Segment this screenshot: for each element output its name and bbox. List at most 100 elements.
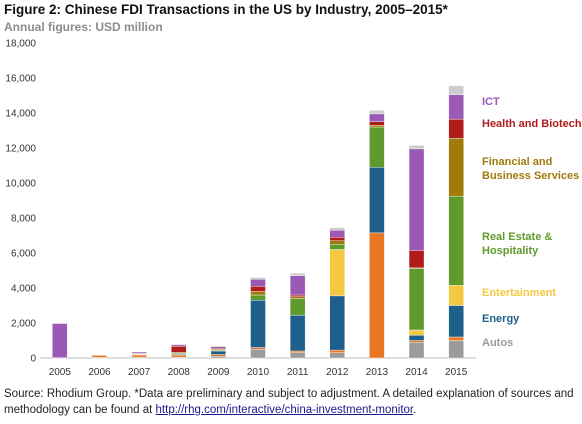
bar-segment-autos bbox=[250, 349, 266, 359]
bar-segment-misc bbox=[210, 345, 227, 347]
bar-segment-health bbox=[329, 237, 345, 241]
bar-segment-financial bbox=[250, 291, 266, 296]
bar-segment-other bbox=[250, 347, 266, 350]
legend-label-financial: Financial and Business Services bbox=[482, 156, 579, 182]
legend-label-line: Real Estate & bbox=[482, 231, 552, 243]
bar-segment-other bbox=[171, 354, 187, 358]
y-tick-label: 4,000 bbox=[11, 284, 36, 295]
bar-segment-misc bbox=[448, 85, 464, 95]
bar-segment-health bbox=[171, 346, 187, 353]
x-tick-label: 2013 bbox=[366, 367, 389, 378]
bar-segment-energy bbox=[408, 335, 425, 341]
bar-segment-health bbox=[408, 250, 425, 269]
x-tick-label: 2011 bbox=[287, 367, 309, 378]
bar-segment-energy bbox=[329, 295, 345, 351]
x-tick-label: 2010 bbox=[247, 367, 270, 378]
bar-segment-financial bbox=[369, 125, 385, 128]
bar-segment-entertainment bbox=[329, 249, 345, 297]
bar-segment-autos bbox=[210, 356, 227, 359]
legend-label-line: Financial and bbox=[482, 156, 552, 168]
x-tick-label: 2006 bbox=[88, 367, 111, 378]
bar-segment-health bbox=[289, 294, 306, 297]
x-tick-label: 2012 bbox=[326, 367, 349, 378]
bar-segment-ict bbox=[210, 346, 227, 349]
bar-segment-other bbox=[408, 340, 425, 343]
x-tick-label: 2015 bbox=[445, 367, 468, 378]
x-tick-label: 2008 bbox=[168, 367, 191, 378]
y-tick-label: 8,000 bbox=[11, 214, 36, 225]
bar-segment-ict bbox=[329, 230, 345, 238]
bar-segment-autos bbox=[448, 340, 464, 359]
bar-segment-energy bbox=[250, 300, 266, 348]
bar-segment-other bbox=[289, 350, 306, 353]
bar-segment-entertainment bbox=[448, 285, 464, 306]
legend-label-autos: Autos bbox=[482, 337, 513, 349]
bar-segment-realestate bbox=[448, 195, 464, 286]
legend-label-health: Health and Biotech bbox=[482, 118, 582, 130]
bar-segment-health bbox=[250, 286, 266, 292]
y-tick-label: 0 bbox=[30, 354, 36, 365]
x-tick-label: 2009 bbox=[207, 367, 230, 378]
legend-label-entertainment: Entertainment bbox=[482, 287, 556, 299]
chart-title: Figure 2: Chinese FDI Transactions in th… bbox=[4, 2, 448, 17]
bar-segment-energy bbox=[289, 314, 306, 352]
x-axis: 2005 2006 2007 2008 2009 2010 2011 2012 2013 2014… bbox=[40, 357, 476, 378]
bar-segment-health bbox=[369, 121, 385, 126]
bar-segment-other bbox=[91, 355, 108, 358]
bar-segment-ict bbox=[131, 351, 147, 354]
stacked-bar-chart: 0 2,000 4,000 6,000 8,000 10,000 12,000 14,000 1… bbox=[5, 39, 582, 379]
chart-subtitle: Annual figures: USD million bbox=[4, 20, 163, 34]
y-tick-label: 10,000 bbox=[5, 179, 36, 190]
x-tick-label: 2014 bbox=[405, 367, 428, 378]
bar-segment-health bbox=[448, 118, 464, 139]
bar-segment-energy bbox=[448, 305, 464, 338]
bar-segment-realestate bbox=[369, 126, 385, 168]
source-note: Source: Rhodium Group. *Data are prelimi… bbox=[4, 386, 578, 418]
x-tick-label: 2007 bbox=[128, 367, 151, 378]
bar-segment-financial bbox=[448, 138, 464, 197]
bar-segment-misc bbox=[171, 343, 187, 346]
bar-segment-ict bbox=[250, 279, 266, 287]
bar-segment-ict bbox=[289, 275, 306, 296]
bar-segment-misc bbox=[329, 227, 345, 231]
legend-label-line: Hospitality bbox=[482, 245, 539, 257]
legend-label-energy: Energy bbox=[482, 313, 520, 325]
bar-segment-realestate bbox=[408, 268, 425, 331]
legend-label-line: Business Services bbox=[482, 170, 579, 182]
y-tick-label: 2,000 bbox=[11, 319, 36, 330]
bar-segment-realestate bbox=[289, 298, 306, 316]
bar-segment-ict bbox=[448, 94, 464, 120]
bar-segment-ict bbox=[52, 323, 68, 358]
bar-segment-realestate bbox=[250, 294, 266, 301]
bar-segment-other bbox=[448, 336, 464, 341]
bar-segment-misc bbox=[289, 272, 306, 276]
bar-segment-realestate bbox=[329, 244, 345, 250]
bars bbox=[52, 85, 464, 359]
bar-segment-ict bbox=[171, 344, 187, 347]
bar-segment-misc bbox=[250, 277, 266, 280]
bar-segment-energy bbox=[369, 167, 385, 234]
bar-segment-ict bbox=[369, 113, 385, 122]
bar-segment-financial bbox=[329, 240, 345, 245]
bar-segment-autos bbox=[289, 352, 306, 359]
legend-label-realestate: Real Estate & Hospitality bbox=[482, 231, 552, 257]
source-text: Source: Rhodium Group. *Data are prelimi… bbox=[4, 388, 574, 416]
bar-segment-autos bbox=[408, 342, 425, 359]
bar-segment-misc bbox=[408, 145, 425, 150]
y-tick-label: 6,000 bbox=[11, 249, 36, 260]
y-tick-label: 16,000 bbox=[5, 74, 36, 85]
y-tick-label: 18,000 bbox=[5, 39, 36, 50]
bar-segment-other bbox=[210, 354, 227, 357]
bar-segment-other bbox=[131, 354, 147, 358]
bar-segment-autos bbox=[329, 352, 345, 359]
y-tick-label: 14,000 bbox=[5, 109, 36, 120]
source-end: . bbox=[413, 404, 417, 416]
x-tick-label: 2005 bbox=[49, 367, 72, 378]
bar-segment-entertainment bbox=[408, 329, 425, 336]
source-link[interactable]: http://rhg.com/interactive/china-investm… bbox=[155, 404, 414, 416]
bar-segment-ict bbox=[408, 148, 425, 251]
legend: ICT Health and Biotech Financial and Busine… bbox=[482, 96, 582, 349]
bar-segment-other bbox=[369, 232, 385, 359]
y-axis: 0 2,000 4,000 6,000 8,000 10,000 12,000 14,000 1… bbox=[5, 39, 36, 365]
y-tick-label: 12,000 bbox=[5, 144, 36, 155]
